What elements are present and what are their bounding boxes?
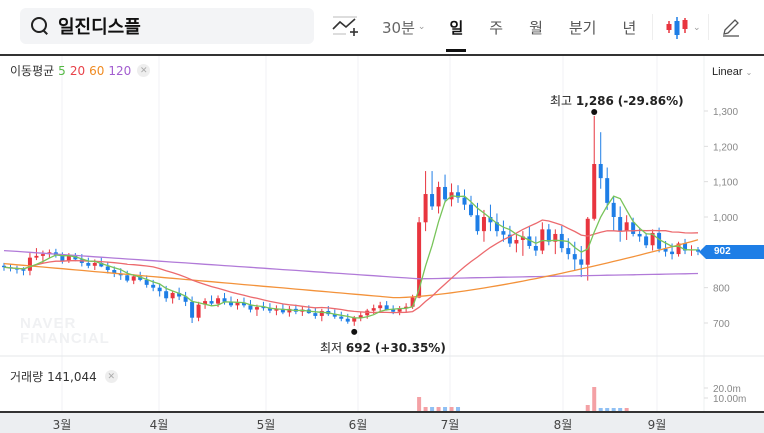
close-icon[interactable]: ✕: [104, 370, 118, 383]
tab-month[interactable]: 월: [529, 18, 543, 37]
ma5-label: 5: [58, 63, 66, 78]
x-axis-month-label: 9월: [647, 418, 667, 432]
low-annotation: 최저 692 (+30.35%): [320, 341, 446, 355]
svg-text:1,100: 1,100: [713, 178, 738, 189]
close-icon[interactable]: ✕: [137, 64, 151, 77]
ma120-label: 120: [108, 63, 132, 78]
divider: [652, 14, 653, 40]
top-toolbar: 일진디스플 30분 ⌄ 일 주 월 분기 년: [0, 0, 764, 54]
current-price-tag: 902: [699, 245, 764, 259]
tab-week[interactable]: 주: [489, 18, 504, 37]
toolbar-divider: [0, 54, 764, 56]
x-axis-month-label: 6월: [348, 418, 368, 432]
x-axis-month-label: 5월: [256, 418, 276, 432]
search-icon: [30, 16, 50, 36]
add-indicator-icon[interactable]: [332, 15, 358, 39]
svg-text:10.00m: 10.00m: [713, 394, 746, 405]
volume-title: 거래량: [10, 370, 44, 384]
tab-day[interactable]: 일: [446, 0, 467, 54]
ma20-label: 20: [69, 63, 86, 78]
x-axis-month-label: 3월: [52, 418, 72, 432]
tab-year[interactable]: 년: [622, 18, 637, 37]
x-axis-month-label: 8월: [553, 418, 573, 432]
svg-text:20.0m: 20.0m: [713, 384, 741, 395]
volume-value: 141,044: [47, 369, 97, 384]
chart-type-select[interactable]: ⌄: [664, 14, 704, 40]
svg-text:800: 800: [713, 284, 730, 295]
chevron-down-icon: ⌄: [745, 68, 753, 77]
pencil-icon[interactable]: [720, 16, 742, 38]
candlestick-type-icon: [666, 17, 688, 39]
svg-text:1,200: 1,200: [713, 142, 738, 153]
svg-text:1,300: 1,300: [713, 107, 738, 118]
tab-quarter[interactable]: 분기: [568, 18, 597, 37]
tab-30min[interactable]: 30분 ⌄: [382, 18, 426, 37]
x-axis-month-label: 4월: [149, 418, 169, 432]
scale-mode-select[interactable]: Linear ⌄: [712, 66, 753, 78]
x-axis-month-label: 7월: [440, 418, 460, 432]
search-value: 일진디스플: [58, 17, 141, 38]
ma60-label: 60: [89, 63, 105, 78]
divider: [708, 14, 709, 40]
svg-text:700: 700: [713, 319, 730, 330]
moving-average-legend: 이동평균 5 20 60 120 ✕: [10, 62, 154, 79]
x-axis: 3월 4월 5월 6월 7월 8월 9월: [0, 411, 764, 433]
period-tabs: 30분 ⌄ 일 주 월 분기 년: [382, 0, 636, 54]
svg-text:1,000: 1,000: [713, 213, 738, 224]
stock-search-input[interactable]: 일진디스플: [20, 8, 314, 44]
high-annotation: 최고 1,286 (-29.86%): [550, 94, 684, 108]
chevron-down-icon: ⌄: [693, 21, 701, 32]
volume-legend: 거래량 141,044 ✕: [10, 368, 118, 385]
ma-legend-title: 이동평균: [10, 64, 55, 78]
chevron-down-icon: ⌄: [417, 22, 426, 32]
